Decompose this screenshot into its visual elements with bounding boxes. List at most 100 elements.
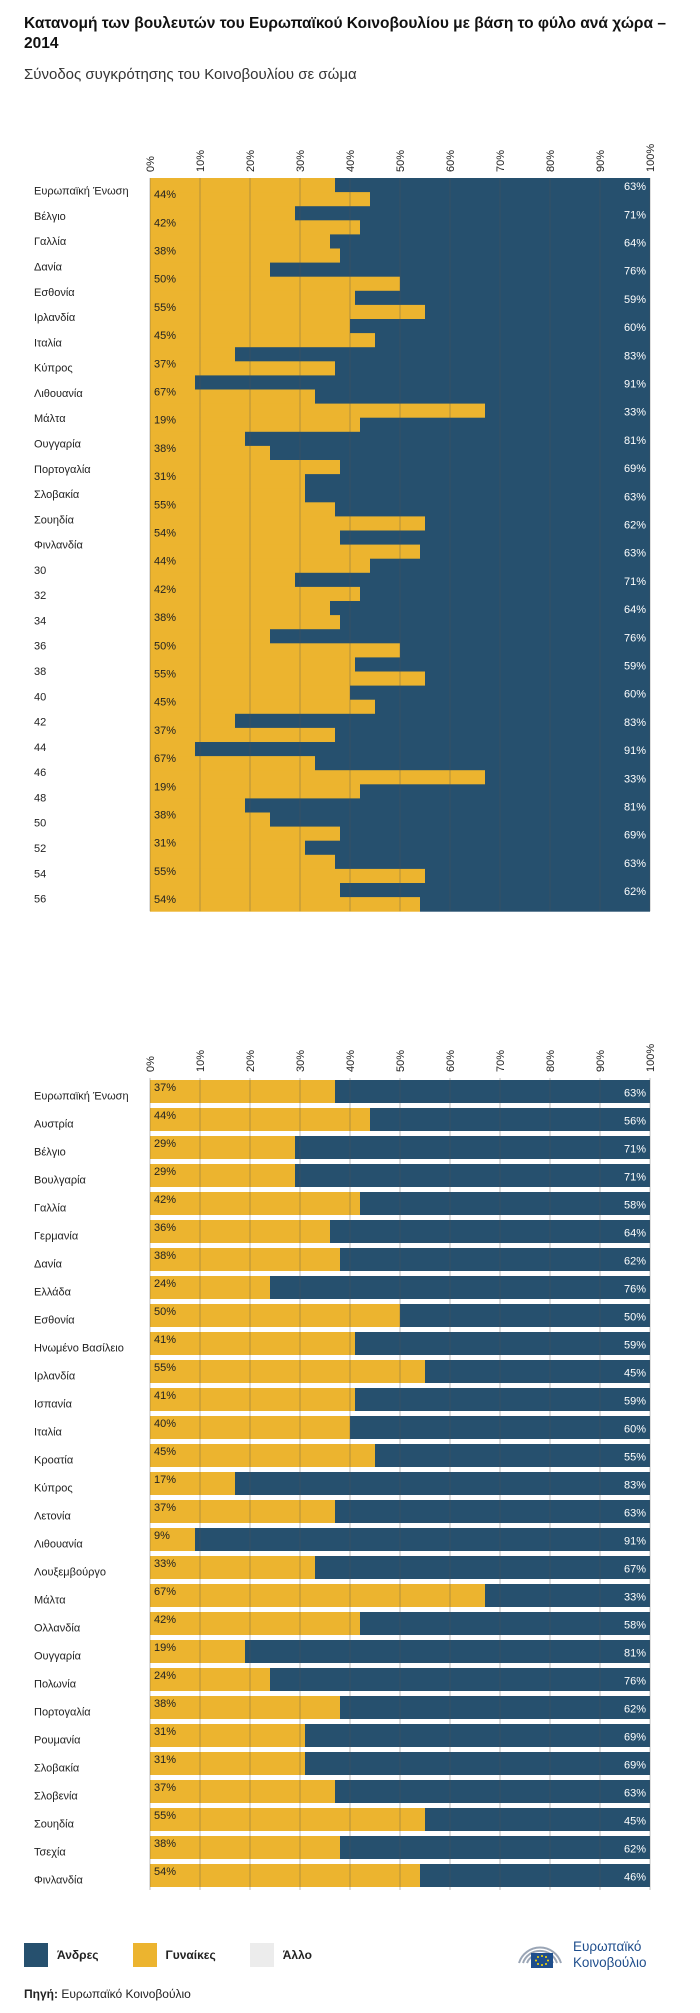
logo-line-2: Κοινοβούλιο: [573, 1955, 647, 1970]
chart-title: Κατανομή των βουλευτών του Ευρωπαϊκού Κο…: [24, 15, 666, 52]
top-women-bar: [150, 431, 245, 447]
top-men-bar: [335, 178, 650, 193]
bottom-category-label: Ελλάδα: [34, 1287, 72, 1299]
bottom-women-data-label: 41%: [154, 1390, 176, 1402]
top-women-bar: [150, 460, 340, 475]
bottom-men-bar: [335, 1080, 650, 1103]
top-men-bar: [425, 868, 650, 884]
bottom-tick-label: 30%: [295, 1050, 307, 1072]
top-women-data-label: 38%: [154, 246, 176, 258]
top-row-label: Λιθουανία: [34, 388, 83, 400]
top-women-data-label: 31%: [154, 471, 176, 483]
bottom-category-label: Γερμανία: [34, 1231, 79, 1243]
top-men-bar: [375, 333, 650, 348]
bottom-men-bar: [335, 1780, 650, 1803]
bottom-men-bar: [195, 1528, 650, 1551]
bottom-men-bar: [235, 1472, 650, 1495]
top-women-data-label: 42%: [154, 217, 176, 229]
top-women-bar: [150, 417, 360, 433]
top-row-label: 44: [34, 742, 46, 754]
top-women-bar: [150, 248, 340, 264]
top-tick-label: 100%: [645, 144, 657, 172]
bottom-men-bar: [370, 1108, 650, 1131]
bottom-category-label: Φινλανδία: [34, 1875, 83, 1887]
top-row-label: 36: [34, 641, 46, 653]
bottom-category-label: Λουξεμβούργο: [34, 1567, 106, 1579]
bottom-men-bar: [340, 1696, 650, 1719]
bottom-category-label: Λετονία: [34, 1511, 72, 1523]
bottom-men-data-label: 58%: [624, 1620, 646, 1632]
top-men-data-label: 59%: [624, 294, 646, 306]
bottom-category-label: Βουλγαρία: [34, 1175, 87, 1187]
top-row-label: Σλοβακία: [34, 489, 80, 501]
top-men-data-label: 76%: [624, 632, 646, 644]
bottom-men-data-label: 58%: [624, 1200, 646, 1212]
top-women-data-label: 55%: [154, 302, 176, 314]
top-men-bar: [425, 516, 650, 531]
bottom-women-bar: [150, 1248, 340, 1271]
top-row-label: Πορτογαλία: [34, 464, 91, 476]
top-women-data-label: 55%: [154, 866, 176, 878]
bottom-men-bar: [315, 1556, 650, 1579]
top-women-bar: [150, 234, 330, 249]
top-men-data-label: 83%: [624, 350, 646, 362]
top-women-data-label: 44%: [154, 556, 176, 568]
top-tick-label: 10%: [195, 150, 207, 172]
logo-line-1: Ευρωπαϊκό: [573, 1939, 642, 1954]
bottom-women-bar: [150, 1752, 305, 1775]
bottom-men-bar: [330, 1220, 650, 1243]
bottom-category-label: Εσθονία: [34, 1315, 75, 1327]
bottom-women-data-label: 29%: [154, 1138, 176, 1150]
top-women-bar: [150, 474, 305, 489]
top-women-data-label: 44%: [154, 189, 176, 201]
bottom-women-bar: [150, 1108, 370, 1131]
top-men-bar: [340, 460, 650, 475]
top-women-data-label: 37%: [154, 725, 176, 737]
top-women-data-label: 37%: [154, 358, 176, 370]
bottom-men-data-label: 62%: [624, 1704, 646, 1716]
bottom-category-label: Βέλγιο: [34, 1147, 66, 1159]
bottom-men-data-label: 59%: [624, 1396, 646, 1408]
top-women-bar: [150, 868, 425, 884]
bottom-women-data-label: 36%: [154, 1222, 176, 1234]
bottom-men-data-label: 64%: [624, 1228, 646, 1240]
bottom-men-bar: [305, 1724, 650, 1747]
top-men-bar: [335, 727, 650, 743]
top-men-data-label: 81%: [624, 802, 646, 814]
top-men-bar: [270, 445, 650, 461]
top-row-label: Ιταλία: [34, 337, 63, 349]
ep-logo-icon: [518, 1946, 562, 1968]
top-row-label: Δανία: [34, 261, 63, 273]
top-women-bar: [150, 812, 270, 828]
top-row-label: 32: [34, 590, 46, 602]
bottom-women-data-label: 24%: [154, 1278, 176, 1290]
top-women-bar: [150, 488, 305, 503]
top-row-label: Κύπρος: [34, 363, 73, 375]
bottom-men-data-label: 76%: [624, 1284, 646, 1296]
bottom-men-data-label: 46%: [624, 1872, 646, 1884]
top-women-bar: [150, 629, 270, 644]
top-men-data-label: 91%: [624, 745, 646, 757]
top-women-bar: [150, 883, 340, 898]
top-women-data-label: 45%: [154, 697, 176, 709]
top-men-data-label: 64%: [624, 604, 646, 616]
bottom-women-data-label: 40%: [154, 1418, 176, 1430]
bottom-men-data-label: 45%: [624, 1816, 646, 1828]
top-men-bar: [195, 375, 650, 390]
top-women-data-label: 19%: [154, 781, 176, 793]
bottom-tick-label: 60%: [445, 1050, 457, 1072]
top-women-bar: [150, 530, 340, 546]
top-women-bar: [150, 826, 340, 842]
bottom-women-data-label: 55%: [154, 1362, 176, 1374]
bottom-category-label: Κροατία: [34, 1455, 74, 1467]
legend-label-men: Άνδρες: [57, 1948, 99, 1962]
bottom-women-bar: [150, 1360, 425, 1383]
top-women-data-label: 38%: [154, 612, 176, 624]
top-men-bar: [295, 206, 650, 221]
legend-item-women: Γυναίκες: [132, 1943, 216, 1967]
top-women-bar: [150, 854, 335, 870]
top-women-data-label: 54%: [154, 528, 176, 540]
bottom-women-bar: [150, 1192, 360, 1215]
bottom-tick-label: 20%: [245, 1050, 257, 1072]
bottom-men-data-label: 81%: [624, 1648, 646, 1660]
